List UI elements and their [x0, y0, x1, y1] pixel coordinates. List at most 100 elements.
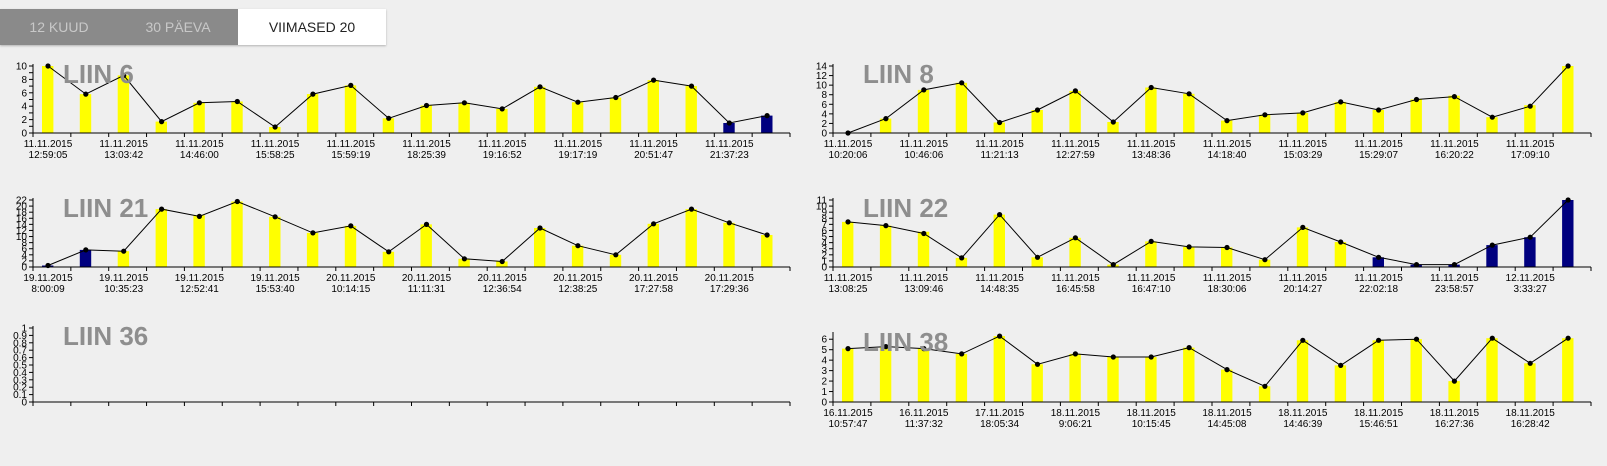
x-tick-label-time: 17:09:10: [1511, 150, 1550, 161]
x-tick-label-date: 18.11.2015: [1506, 408, 1556, 419]
bar: [193, 215, 205, 267]
bar: [1069, 353, 1081, 402]
data-point: [1489, 114, 1495, 120]
period-tabs: 12 KUUD 30 PÄEVA VIIMASED 20: [0, 9, 386, 45]
y-tick-label: 6: [821, 226, 827, 237]
chart-title: LIIN 21: [63, 193, 148, 223]
bar: [1069, 237, 1081, 267]
data-point: [159, 119, 165, 125]
y-tick-label: 5: [821, 232, 827, 243]
bar: [723, 123, 735, 133]
data-point: [1376, 107, 1382, 113]
bar: [1296, 340, 1309, 402]
trend-line: [847, 199, 1569, 266]
bar: [1334, 365, 1347, 402]
data-point: [1148, 238, 1154, 244]
trend-line: [847, 65, 1569, 134]
bar: [534, 228, 546, 267]
bar: [1524, 105, 1536, 133]
y-tick-label: 6: [821, 100, 827, 111]
x-tick-label-time: 15:59:19: [331, 150, 370, 161]
x-tick-label-time: 13:09:46: [904, 284, 943, 295]
x-tick-label-time: 12:38:25: [558, 284, 597, 295]
data-point: [1451, 94, 1457, 100]
y-tick-label: 8: [21, 75, 27, 86]
x-tick-label-time: 20:51:47: [634, 150, 673, 161]
data-point: [1300, 110, 1306, 116]
bar: [842, 348, 854, 402]
bar: [306, 232, 319, 267]
data-point: [386, 249, 392, 255]
y-tick-label: 8: [821, 214, 827, 225]
x-tick-label-time: 13:03:42: [104, 150, 143, 161]
chart-2: 0246810121411.11.201510:20:0611.11.20151…: [816, 59, 1592, 161]
data-point: [159, 206, 165, 212]
bar: [761, 235, 773, 267]
data-point: [1072, 351, 1078, 357]
y-tick-label: 1: [821, 387, 827, 398]
data-point: [1565, 335, 1571, 341]
x-tick-label-date: 19.11.2015: [23, 273, 73, 284]
data-point: [1110, 354, 1116, 360]
x-tick-label-time: 15:29:07: [1359, 150, 1398, 161]
bar: [685, 86, 697, 133]
data-point: [423, 102, 430, 109]
data-point: [921, 230, 927, 237]
x-tick-label-date: 16.11.2015: [823, 408, 873, 419]
bar: [382, 251, 395, 267]
y-tick-label: 16: [16, 214, 28, 225]
bar: [382, 118, 395, 133]
bar: [1562, 66, 1574, 133]
x-tick-label-time: 3:33:27: [1514, 284, 1548, 295]
y-tick-label: 0.2: [13, 383, 27, 394]
chart-6: 012345616.11.201510:57:4716.11.201511:37…: [821, 327, 1592, 430]
data-point: [121, 72, 127, 78]
x-tick-label-time: 13:08:25: [829, 284, 868, 295]
data-point: [921, 346, 927, 352]
chart-5: 00.10.20.30.40.50.60.70.80.91 LIIN 36: [13, 321, 791, 409]
bar: [420, 224, 432, 267]
x-tick-label-time: 15:58:25: [256, 150, 295, 161]
data-point: [1262, 112, 1268, 118]
bar: [1372, 110, 1384, 133]
y-tick-label: 2: [21, 256, 27, 267]
bar: [1372, 340, 1384, 402]
data-point: [575, 99, 581, 105]
x-tick-label-date: 11.11.2015: [327, 139, 376, 150]
data-point: [959, 255, 965, 261]
x-tick-label-time: 14:18:40: [1208, 150, 1247, 161]
data-point: [1527, 234, 1533, 240]
chart-title: LIIN 36: [63, 321, 148, 351]
data-point: [499, 106, 505, 112]
data-point: [764, 232, 770, 238]
bar: [842, 221, 854, 267]
x-tick-label-date: 11.11.2015: [1203, 139, 1252, 150]
data-point: [764, 113, 770, 119]
data-point: [959, 80, 965, 86]
bar: [1145, 87, 1157, 133]
tab-12-months[interactable]: 12 KUUD: [0, 9, 118, 45]
data-point: [1527, 360, 1533, 366]
bar: [458, 102, 470, 133]
bar: [458, 258, 470, 267]
x-tick-label-date: 11.11.2015: [1279, 273, 1328, 284]
chart-title: LIIN 22: [863, 193, 948, 223]
x-tick-label-time: 19:16:52: [483, 150, 522, 161]
y-tick-label: 4: [21, 102, 27, 113]
tab-30-days[interactable]: 30 PÄEVA: [118, 9, 238, 45]
x-tick-label-date: 11.11.2015: [24, 139, 73, 150]
data-point: [272, 124, 278, 130]
data-point: [1034, 254, 1041, 260]
y-tick-label: 10: [16, 232, 28, 243]
x-tick-label-date: 11.11.2015: [1127, 139, 1176, 150]
tab-last-20[interactable]: VIIMASED 20: [238, 9, 386, 45]
x-tick-label-date: 20.11.2015: [553, 273, 603, 284]
bar: [1334, 101, 1347, 133]
bar: [571, 102, 584, 133]
data-point: [651, 77, 657, 83]
data-point: [1527, 103, 1533, 109]
y-tick-label: 8: [21, 238, 27, 249]
x-tick-label-time: 18:05:34: [980, 419, 1019, 430]
y-tick-label: 10: [816, 202, 828, 213]
x-tick-label-time: 15:03:29: [1283, 150, 1322, 161]
